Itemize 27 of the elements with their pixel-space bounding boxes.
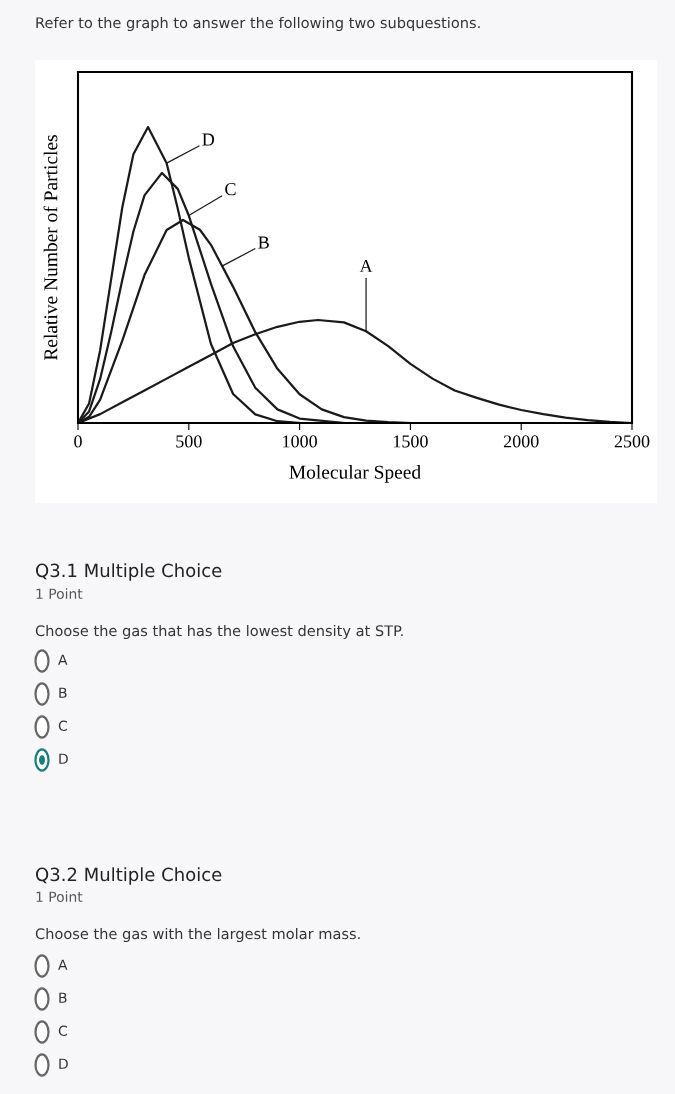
text: A [58,959,68,970]
x-tick-label: 500 [176,435,202,448]
text: Choose the gas with the largest molar mass. [35,927,360,943]
x-tick-label: 1500 [393,435,428,448]
y-axis-title: Relative Number of Particles [43,135,58,361]
x-axis-title: Molecular Speed [289,465,421,483]
text: A [58,654,68,665]
text: Q3.1 Multiple Choice [36,563,222,581]
text: C [58,1025,67,1037]
annotation: B [258,236,269,249]
text: Choose the gas that has the lowest density at STP. [35,624,403,640]
x-tick-label: 0 [74,435,82,448]
text: 1 Point [36,891,83,903]
text: B [59,687,67,698]
annotation: A [359,259,373,272]
text: B [59,992,67,1003]
text: C [58,720,67,732]
text: Q3.2 Multiple Choice [36,867,222,885]
chart-title: Refer to the graph to answer the following two subquestions. [36,16,480,32]
text: 1 Point [36,588,83,600]
annotation: D [202,133,215,146]
text: D [59,1058,68,1069]
annotation: C [225,183,236,196]
text: D [59,753,68,764]
x-tick-label: 2500 [614,435,650,448]
x-tick-label: 2000 [503,435,539,448]
x-tick-label: 1000 [283,435,317,448]
